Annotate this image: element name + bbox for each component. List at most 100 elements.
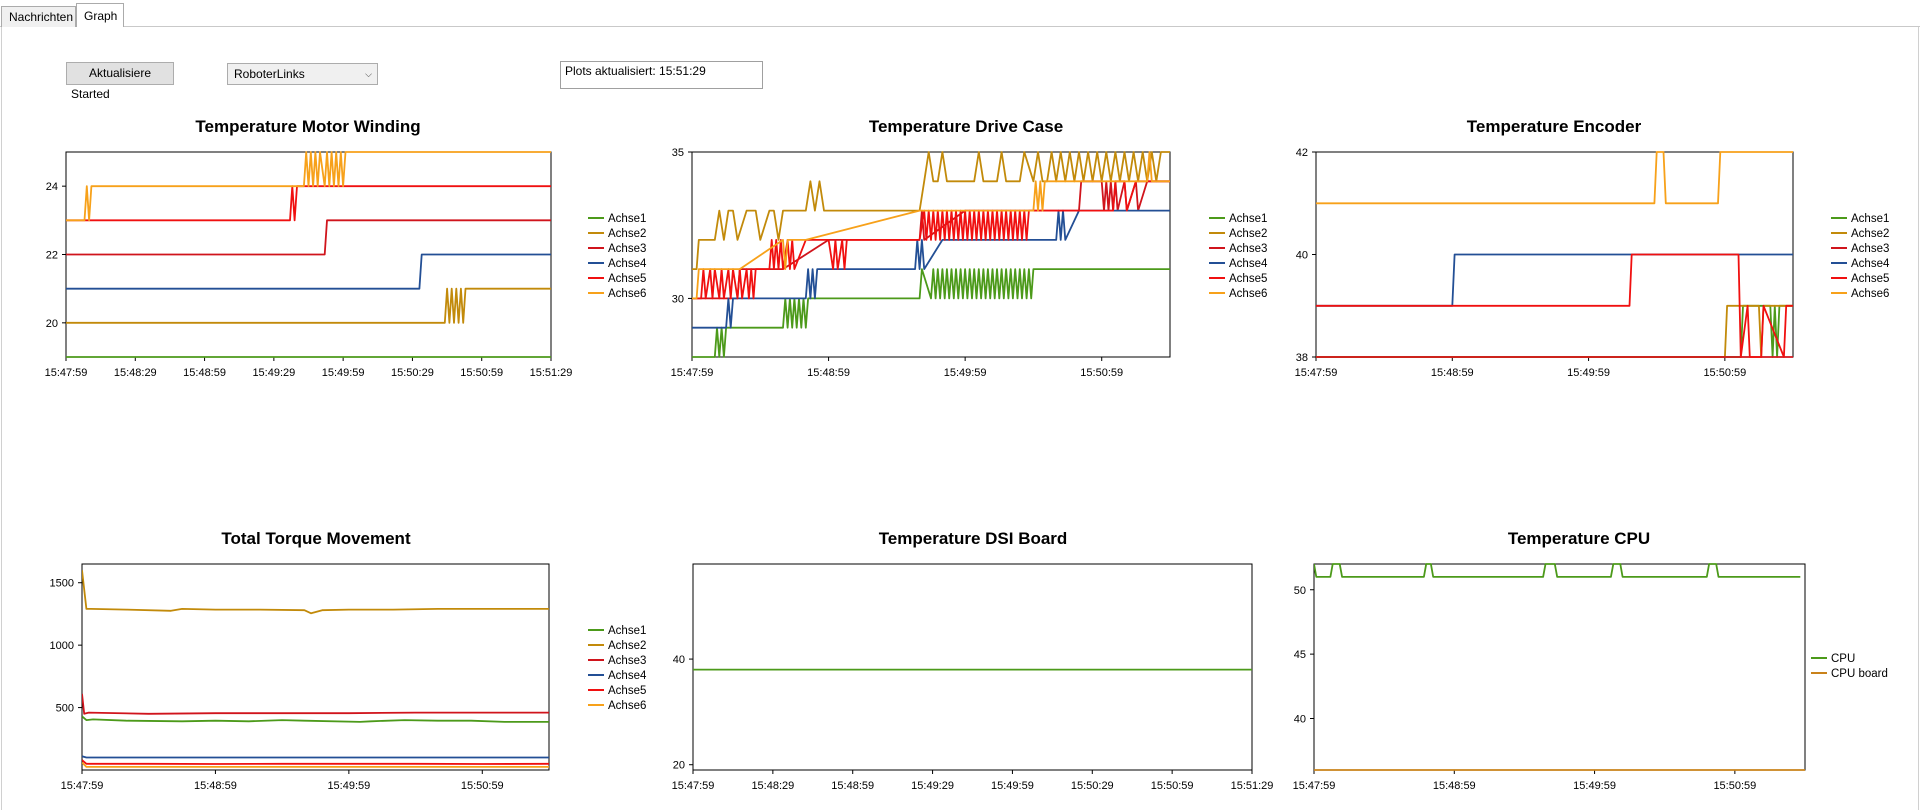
x-tick-label: 15:49:59 — [1573, 780, 1616, 792]
legend-label: Achse4 — [1851, 258, 1890, 270]
chart-encoder: Temperature Encoder 38 40 42 15:47:59 15:48:5… — [1240, 110, 1920, 400]
y-tick-label: 45 — [1294, 649, 1306, 661]
series-line-achse4 — [82, 755, 549, 759]
x-tick-label: 15:48:29 — [114, 367, 157, 379]
x-tick-label: 15:49:29 — [252, 367, 295, 379]
cpu-chart-svg: Temperature CPU 40 45 50 15:47:59 15:48:59 15:… — [1293, 529, 1888, 792]
legend-label: Achse1 — [1851, 213, 1889, 225]
encoder-chart-svg: Temperature Encoder 38 40 42 15:47:59 15:48:5… — [1295, 117, 1890, 379]
series-line-achse2 — [82, 570, 549, 615]
tab-bar-divider — [0, 26, 1920, 27]
series-line-achse3 — [82, 693, 549, 715]
legend-label: Achse5 — [608, 685, 646, 697]
plots-updated-field: Plots aktualisiert: 15:51:29 — [560, 61, 763, 89]
x-tick-label: 15:50:59 — [1713, 780, 1756, 792]
series-line-achse6 — [692, 151, 1170, 300]
legend-label: Achse4 — [608, 670, 647, 682]
legend-label: Achse2 — [608, 228, 646, 240]
chart-title: Temperature DSI Board — [879, 529, 1068, 548]
x-tick-label: 15:48:29 — [751, 780, 794, 792]
robot-select[interactable]: RoboterLinks ⌵ — [227, 63, 378, 85]
legend-label: Achse4 — [1229, 258, 1268, 270]
motor-chart-svg: Temperature Motor Winding 20 22 24 15:47:59 1… — [45, 117, 647, 379]
series-line-achse1 — [1316, 304, 1793, 358]
drive-chart-svg: Temperature Drive Case 30 35 15:47:59 15:48:… — [671, 117, 1268, 379]
y-tick-label: 20 — [673, 760, 685, 772]
legend-label: Achse3 — [1229, 243, 1267, 255]
dsi-chart-svg: Temperature DSI Board 20 40 15:47:59 15:48:2… — [672, 529, 1274, 792]
series-line-achse6 — [1316, 151, 1793, 205]
tab-graph[interactable]: Graph — [76, 3, 124, 27]
y-tick-label: 40 — [1296, 250, 1308, 262]
plot-area — [1313, 563, 1806, 771]
x-tick-label: 15:50:59 — [1080, 367, 1123, 379]
x-tick-label: 15:50:59 — [461, 780, 504, 792]
legend-label: Achse1 — [608, 213, 646, 225]
y-tick-label: 22 — [46, 250, 58, 262]
y-tick-label: 50 — [1294, 585, 1306, 597]
series-line-achse4 — [692, 209, 1170, 329]
y-tick-label: 40 — [1294, 714, 1306, 726]
x-tick-label: 15:50:59 — [1151, 780, 1194, 792]
legend-label: Achse3 — [608, 243, 646, 255]
tab-nachrichten[interactable]: Nachrichten — [1, 6, 76, 27]
series-line-achse6 — [66, 151, 551, 222]
legend-label: Achse1 — [1229, 213, 1267, 225]
legend-label: Achse3 — [608, 655, 646, 667]
x-tick-label: 15:48:59 — [1431, 367, 1474, 379]
series-line-cpu — [1314, 563, 1801, 578]
legend-label: Achse4 — [608, 258, 647, 270]
chart-title: Temperature Motor Winding — [195, 117, 420, 136]
series-line-achse2 — [66, 287, 551, 324]
plot-area — [691, 151, 1171, 358]
x-tick-label: 15:47:59 — [671, 367, 714, 379]
legend-label: Achse6 — [608, 288, 646, 300]
y-tick-label: 500 — [56, 703, 74, 715]
y-tick-label: 35 — [672, 147, 684, 159]
x-tick-label: 15:48:59 — [831, 780, 874, 792]
chart-title: Temperature CPU — [1508, 529, 1650, 548]
legend-label: Achse2 — [1229, 228, 1267, 240]
chart-title: Temperature Drive Case — [869, 117, 1063, 136]
series-line-achse5 — [82, 759, 549, 765]
y-tick-label: 1000 — [50, 640, 74, 652]
chart-torque-movement: Total Torque Movement 500 1000 1500 15:47:59… — [0, 522, 660, 810]
chart-drive-case: Temperature Drive Case 30 35 15:47:59 15:48:… — [620, 110, 1280, 400]
x-tick-label: 15:49:59 — [327, 780, 370, 792]
series-line-achse5 — [1316, 253, 1793, 358]
y-tick-label: 38 — [1296, 352, 1308, 364]
y-tick-label: 24 — [46, 181, 58, 193]
legend-label: Achse5 — [608, 273, 646, 285]
series-line-achse1 — [692, 268, 1170, 358]
refresh-button[interactable]: Aktualisiere — [66, 62, 174, 85]
x-tick-label: 15:47:59 — [1295, 367, 1338, 379]
legend-label: Achse3 — [1851, 243, 1889, 255]
x-tick-label: 15:50:59 — [460, 367, 503, 379]
y-tick-label: 1500 — [50, 578, 74, 590]
chart-cpu: Temperature CPU 40 45 50 15:47:59 15:48:59 15:… — [1240, 522, 1920, 810]
x-tick-label: 15:48:59 — [194, 780, 237, 792]
legend-label: CPU — [1831, 653, 1855, 665]
torque-chart-svg: Total Torque Movement 500 1000 1500 15:47:59… — [50, 529, 647, 792]
y-tick-label: 20 — [46, 318, 58, 330]
chevron-down-icon: ⌵ — [365, 69, 372, 79]
legend-label: Achse6 — [1851, 288, 1889, 300]
x-tick-label: 15:49:59 — [1567, 367, 1610, 379]
tab-bar: Nachrichten Graph — [0, 0, 1920, 28]
chart-title: Temperature Encoder — [1467, 117, 1642, 136]
series-line-achse6 — [82, 761, 549, 768]
series-line-achse3 — [66, 219, 551, 256]
legend-label: Achse5 — [1229, 273, 1267, 285]
x-tick-label: 15:50:29 — [391, 367, 434, 379]
x-tick-label: 15:51:29 — [1231, 780, 1274, 792]
x-tick-label: 15:48:59 — [1433, 780, 1476, 792]
x-tick-label: 15:47:59 — [45, 367, 88, 379]
x-tick-label: 15:50:29 — [1071, 780, 1114, 792]
chart-motor-winding: Temperature Motor Winding 20 22 24 15:47:59 1… — [0, 110, 660, 400]
series-line-achse1 — [82, 715, 549, 723]
y-tick-label: 40 — [673, 654, 685, 666]
chart-title: Total Torque Movement — [221, 529, 411, 548]
robot-select-value: RoboterLinks — [234, 67, 305, 81]
y-tick-label: 30 — [672, 293, 684, 305]
